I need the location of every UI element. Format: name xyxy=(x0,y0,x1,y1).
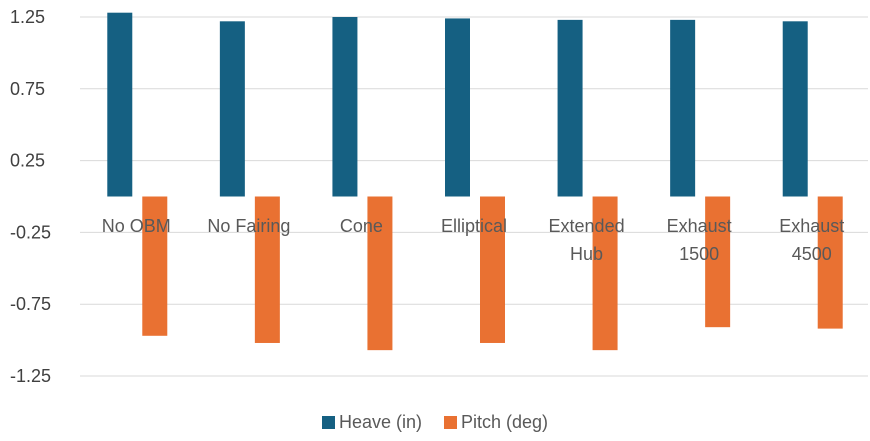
bar-heave xyxy=(332,17,358,197)
x-category-label: Extended xyxy=(549,216,625,236)
legend-item-heave: Heave (in) xyxy=(321,412,422,433)
y-tick-label: -1.25 xyxy=(10,366,51,386)
bar-heave xyxy=(670,19,696,197)
x-category-label: Exhaust xyxy=(779,216,844,236)
x-category-label: Exhaust xyxy=(667,216,732,236)
y-tick-label: 0.75 xyxy=(10,79,45,99)
x-category-label: No OBM xyxy=(102,216,171,236)
chart-legend: Heave (in) Pitch (deg) xyxy=(0,412,870,433)
bar-pitch xyxy=(480,196,505,343)
x-category-label: No Fairing xyxy=(207,216,290,236)
bar-pitch xyxy=(142,196,168,336)
bar-pitch xyxy=(817,196,843,329)
bar-heave xyxy=(782,21,808,197)
bar-heave xyxy=(107,12,133,197)
x-category-label: Elliptical xyxy=(441,216,507,236)
bar-pitch xyxy=(705,196,731,328)
bar-pitch xyxy=(367,196,393,351)
y-tick-label: -0.75 xyxy=(10,294,51,314)
bar-heave xyxy=(557,19,583,197)
y-tick-label: -0.25 xyxy=(10,222,51,242)
y-tick-label: 1.25 xyxy=(10,7,45,27)
bar-pitch xyxy=(592,196,618,351)
legend-swatch-heave xyxy=(321,416,335,429)
x-category-label: Cone xyxy=(340,216,383,236)
legend-item-pitch: Pitch (deg) xyxy=(443,412,549,433)
x-category-label: Hub xyxy=(570,244,603,264)
bar-chart: 1.25 0.75 0.25 -0.25 -0.75 -1.25 No OBM No Fair… xyxy=(10,7,868,386)
legend-label-pitch: Pitch (deg) xyxy=(460,412,549,432)
x-category-label: 1500 xyxy=(679,244,719,264)
legend-swatch-pitch xyxy=(443,416,457,429)
legend-label-heave: Heave (in) xyxy=(338,412,422,432)
y-tick-label: 0.25 xyxy=(10,151,45,171)
bar-heave xyxy=(445,18,470,197)
x-category-label: 4500 xyxy=(792,244,832,264)
bar-pitch xyxy=(254,196,280,343)
bar-heave xyxy=(219,21,245,197)
